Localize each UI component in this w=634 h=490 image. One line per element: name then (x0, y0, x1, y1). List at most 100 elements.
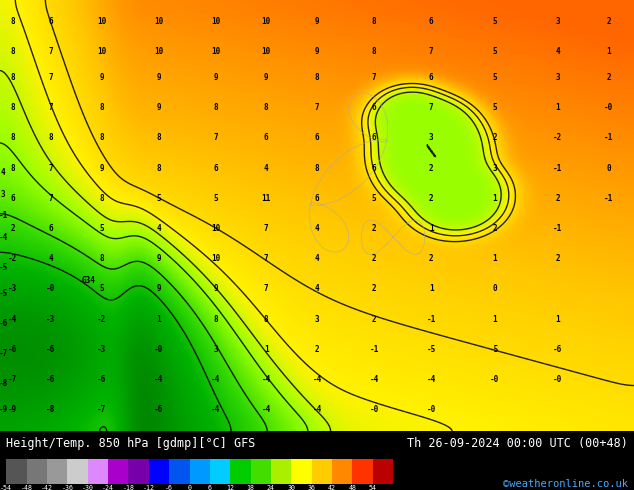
Text: -1: -1 (0, 211, 8, 220)
Bar (129, 460, 149, 484)
Text: 7: 7 (264, 254, 269, 263)
Text: 2: 2 (429, 194, 434, 203)
Text: -5: -5 (0, 263, 8, 272)
Text: 1: 1 (555, 103, 560, 112)
Bar (312, 460, 332, 484)
Text: 2: 2 (555, 194, 560, 203)
Text: 2: 2 (429, 164, 434, 172)
Text: -5: -5 (490, 345, 499, 354)
Bar (332, 460, 353, 484)
Bar (169, 460, 190, 484)
Text: 0: 0 (492, 284, 497, 294)
Text: 1: 1 (555, 315, 560, 323)
Text: 7: 7 (48, 73, 53, 82)
Text: 8: 8 (99, 254, 104, 263)
Text: 8: 8 (314, 73, 320, 82)
Text: 1: 1 (264, 345, 269, 354)
Text: -4: -4 (313, 405, 321, 414)
Text: 8: 8 (213, 315, 218, 323)
Text: -4: -4 (211, 405, 220, 414)
Text: 2: 2 (372, 224, 377, 233)
Text: 9: 9 (99, 73, 104, 82)
Text: 8: 8 (156, 133, 161, 143)
Bar (190, 460, 210, 484)
Text: -1: -1 (553, 164, 562, 172)
Text: -3: -3 (8, 284, 17, 294)
Text: 7: 7 (429, 103, 434, 112)
Text: -4: -4 (427, 375, 436, 384)
Text: 10: 10 (211, 224, 220, 233)
Text: -54: -54 (1, 485, 12, 490)
Text: -6: -6 (154, 405, 163, 414)
Text: -4: -4 (0, 233, 8, 242)
Text: 0: 0 (606, 164, 611, 172)
Bar (149, 460, 169, 484)
Text: 6: 6 (213, 164, 218, 172)
Bar (291, 460, 312, 484)
Text: 6: 6 (372, 103, 377, 112)
Text: 5: 5 (99, 224, 104, 233)
Text: 7: 7 (48, 194, 53, 203)
Text: 7: 7 (48, 47, 53, 56)
Text: -1: -1 (604, 133, 613, 143)
Bar (27, 460, 47, 484)
Text: -36: -36 (61, 485, 74, 490)
Text: 6: 6 (372, 164, 377, 172)
Text: 54: 54 (369, 485, 377, 490)
Text: -0: -0 (370, 405, 378, 414)
Text: 2: 2 (606, 73, 611, 82)
Bar (230, 460, 250, 484)
Text: 30: 30 (287, 485, 295, 490)
Text: 4: 4 (264, 164, 269, 172)
Text: 8: 8 (213, 103, 218, 112)
Text: 2: 2 (555, 254, 560, 263)
Text: 8: 8 (264, 315, 269, 323)
Text: -5: -5 (427, 345, 436, 354)
Text: -6: -6 (97, 375, 106, 384)
Text: -0: -0 (154, 345, 163, 354)
Text: 6: 6 (48, 224, 53, 233)
Text: -8: -8 (46, 405, 55, 414)
Text: 8: 8 (10, 164, 15, 172)
Text: 11: 11 (262, 194, 271, 203)
Text: 4: 4 (314, 284, 320, 294)
Text: -4: -4 (313, 375, 321, 384)
Text: 1: 1 (492, 254, 497, 263)
Text: 8: 8 (10, 47, 15, 56)
Text: Th 26-09-2024 00:00 UTC (00+48): Th 26-09-2024 00:00 UTC (00+48) (407, 437, 628, 450)
Bar (47, 460, 67, 484)
Text: 7: 7 (314, 103, 320, 112)
Text: 9: 9 (314, 17, 320, 26)
Text: 8: 8 (372, 47, 377, 56)
Text: 24: 24 (267, 485, 275, 490)
Bar (67, 460, 87, 484)
Text: 10: 10 (262, 17, 271, 26)
Text: 6: 6 (372, 133, 377, 143)
Text: 5: 5 (492, 47, 497, 56)
Text: 8: 8 (99, 103, 104, 112)
Text: 5: 5 (156, 194, 161, 203)
Text: 4: 4 (555, 47, 560, 56)
Text: 7: 7 (48, 164, 53, 172)
Text: 5: 5 (99, 284, 104, 294)
Text: 2: 2 (372, 284, 377, 294)
Text: -3: -3 (97, 345, 106, 354)
Text: 6: 6 (429, 73, 434, 82)
Text: -6: -6 (8, 345, 17, 354)
Text: -0: -0 (490, 375, 499, 384)
Text: -4: -4 (262, 405, 271, 414)
Text: -42: -42 (41, 485, 53, 490)
Text: 1: 1 (429, 224, 434, 233)
Text: 12: 12 (226, 485, 234, 490)
Text: 0: 0 (188, 485, 191, 490)
Text: 18: 18 (247, 485, 255, 490)
Text: -4: -4 (262, 375, 271, 384)
Text: 9: 9 (213, 284, 218, 294)
Bar (373, 460, 393, 484)
Text: 8: 8 (48, 133, 53, 143)
Text: 2: 2 (429, 254, 434, 263)
Text: 9: 9 (156, 254, 161, 263)
Text: 10: 10 (211, 254, 220, 263)
Text: -18: -18 (122, 485, 134, 490)
Text: 10: 10 (211, 17, 220, 26)
